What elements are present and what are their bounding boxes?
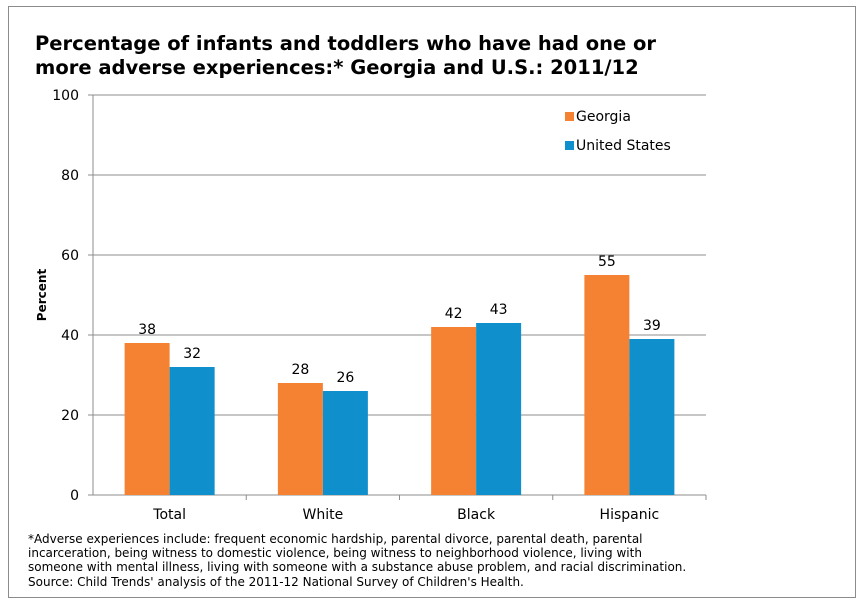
y-tick-label: 60 bbox=[61, 248, 79, 264]
bar-georgia bbox=[584, 275, 630, 495]
data-label: 39 bbox=[643, 318, 661, 334]
y-tick-label: 20 bbox=[61, 408, 79, 424]
legend-swatch bbox=[565, 112, 574, 121]
data-label: 55 bbox=[598, 254, 616, 270]
bar-georgia bbox=[124, 343, 170, 495]
chart-frame bbox=[8, 6, 856, 598]
y-tick-label: 40 bbox=[61, 328, 79, 344]
legend-swatch bbox=[565, 141, 574, 150]
y-tick-label: 100 bbox=[52, 88, 79, 104]
bar-united-states bbox=[629, 339, 675, 495]
footnote: *Adverse experiences include: frequent e… bbox=[28, 532, 838, 589]
chart-title-line-1: Percentage of infants and toddlers who h… bbox=[35, 32, 657, 55]
y-axis-label: Percent bbox=[35, 269, 49, 322]
chart-title-line-2: more adverse experiences:* Georgia and U… bbox=[35, 56, 639, 79]
x-tick-label: Total bbox=[152, 507, 186, 523]
bar-united-states bbox=[476, 323, 522, 495]
x-tick-label: White bbox=[303, 507, 344, 523]
data-label: 38 bbox=[138, 322, 156, 338]
data-label: 26 bbox=[336, 370, 354, 386]
bar-united-states bbox=[322, 391, 368, 495]
data-label: 43 bbox=[490, 302, 508, 318]
bar-georgia bbox=[431, 327, 477, 495]
y-tick-label: 0 bbox=[70, 488, 79, 504]
data-label: 28 bbox=[291, 362, 309, 378]
y-tick-label: 80 bbox=[61, 168, 79, 184]
bar-georgia bbox=[277, 383, 323, 495]
footnote-line-3: someone with mental illness, living with… bbox=[28, 560, 687, 575]
data-label: 32 bbox=[183, 346, 201, 362]
chart-title: Percentage of infants and toddlers who h… bbox=[35, 32, 795, 80]
x-tick-label: Hispanic bbox=[600, 507, 660, 523]
bar-united-states bbox=[169, 367, 215, 495]
footnote-line-4: Source: Child Trends' analysis of the 20… bbox=[28, 574, 524, 589]
data-label: 42 bbox=[445, 306, 463, 322]
legend-label: Georgia bbox=[576, 109, 631, 125]
legend-label: United States bbox=[576, 138, 671, 154]
footnote-line-1: *Adverse experiences include: frequent e… bbox=[28, 532, 643, 546]
footnote-line-2: incarceration, being witness to domestic… bbox=[28, 546, 642, 561]
x-tick-label: Black bbox=[457, 507, 496, 523]
